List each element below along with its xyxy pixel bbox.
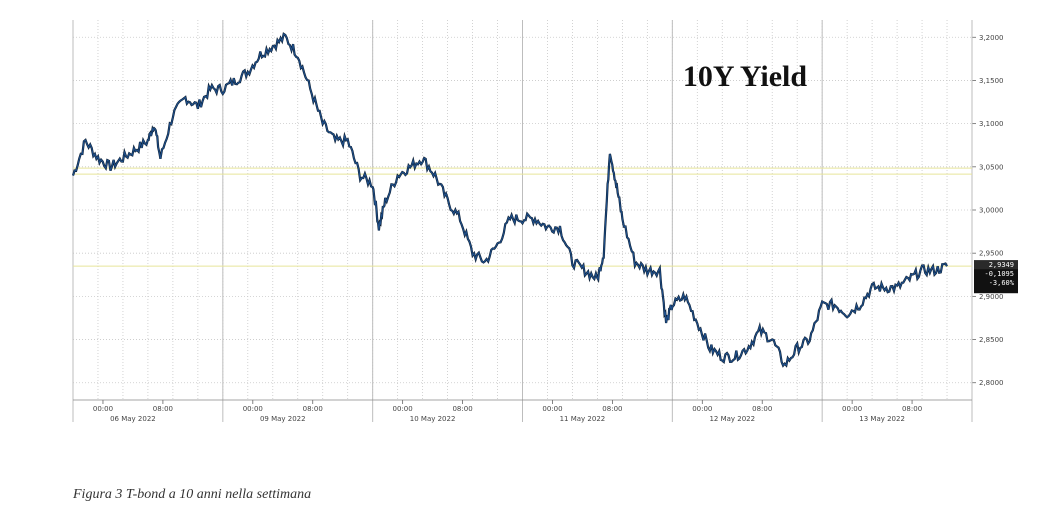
x-day-label: 13 May 2022: [859, 415, 905, 423]
x-tick-label: 00:00: [93, 405, 113, 413]
x-day-label: 12 May 2022: [709, 415, 755, 423]
chart-title: 10Y Yield: [683, 60, 807, 93]
x-tick-label: 00:00: [842, 405, 862, 413]
x-tick-label: 00:00: [542, 405, 562, 413]
x-tick-label: 08:00: [303, 405, 323, 413]
series-line-shadow: [71, 32, 948, 368]
x-tick-label: 08:00: [452, 405, 472, 413]
last-value-label: -0,1095: [984, 270, 1014, 278]
x-day-label: 10 May 2022: [410, 415, 456, 423]
x-tick-label: 08:00: [602, 405, 622, 413]
x-day-label: 06 May 2022: [110, 415, 156, 423]
last-value-label: 2,9349: [989, 261, 1014, 269]
x-tick-label: 00:00: [243, 405, 263, 413]
y-tick-label: 3,1500: [979, 77, 1004, 85]
chart-area: 3,2000 3,1500 3,1000 3,0500 3,0000 2,9500 2,90…: [71, 20, 1018, 423]
last-value-label: -3,60%: [989, 279, 1015, 287]
x-tick-label: 08:00: [153, 405, 173, 413]
y-tick-label: 3,0500: [979, 163, 1004, 171]
x-tick-label: 08:00: [902, 405, 922, 413]
y-tick-label: 2,8500: [979, 336, 1004, 344]
x-day-label: 09 May 2022: [260, 415, 306, 423]
yield-chart: 3,2000 3,1500 3,1000 3,0500 3,0000 2,9500 2,90…: [71, 20, 1018, 423]
y-tick-label: 2,8000: [979, 379, 1004, 387]
y-tick-label: 2,9500: [979, 250, 1004, 258]
y-tick-label: 3,1000: [979, 120, 1004, 128]
figure-caption: Figura 3 T-bond a 10 anni nella settiman…: [73, 487, 312, 502]
x-tick-label: 00:00: [692, 405, 712, 413]
y-tick-label: 3,0000: [979, 207, 1004, 215]
series-line: [72, 32, 948, 367]
x-day-label: 11 May 2022: [560, 415, 606, 423]
x-tick-label: 00:00: [393, 405, 413, 413]
y-tick-label: 2,9000: [979, 293, 1004, 301]
y-tick-label: 3,2000: [979, 34, 1004, 42]
last-value-badge-top: [974, 260, 1018, 270]
x-tick-label: 08:00: [752, 405, 772, 413]
